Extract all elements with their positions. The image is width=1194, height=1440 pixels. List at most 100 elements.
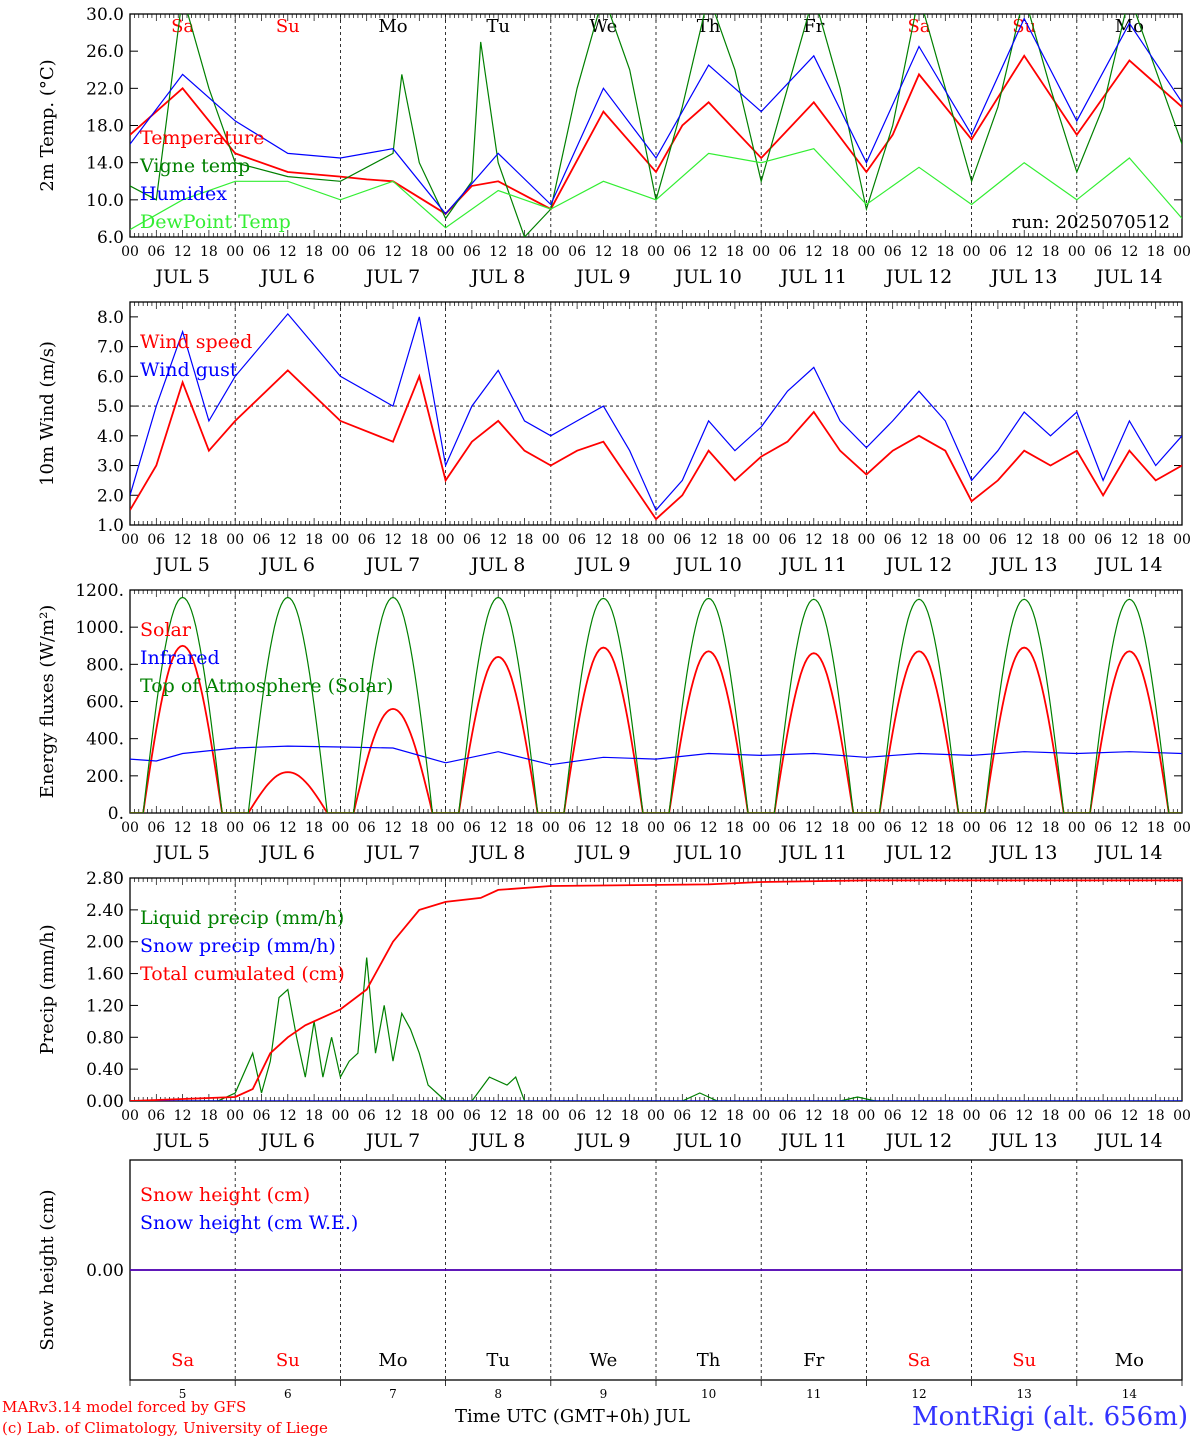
hour-tick-label: 12 [279, 820, 297, 836]
hour-tick-label: 00 [963, 532, 981, 548]
date-label: JUL 13 [989, 266, 1057, 288]
date-label: JUL 12 [884, 266, 952, 288]
y-tick-label: 1200. [75, 581, 124, 601]
day-number-label: 8 [494, 1387, 502, 1401]
y-tick-label: 5.0 [97, 397, 124, 417]
hour-tick-label: 12 [384, 1108, 402, 1124]
hour-tick-label: 06 [358, 1108, 376, 1124]
hour-tick-label: 18 [305, 532, 323, 548]
hour-tick-label: 06 [884, 244, 902, 260]
hour-tick-label: 06 [1094, 244, 1112, 260]
legend-entry: Snow height (cm W.E.) [140, 1212, 358, 1234]
hour-tick-label: 12 [174, 244, 192, 260]
hour-tick-label: 12 [384, 244, 402, 260]
y-tick-label: 200. [86, 767, 124, 787]
series-group [130, 14, 1182, 237]
hour-tick-label: 12 [594, 1108, 612, 1124]
date-label: JUL 8 [469, 554, 525, 576]
hour-tick-label: 12 [805, 532, 823, 548]
hour-tick-label: 00 [542, 532, 560, 548]
hour-tick-label: 12 [594, 820, 612, 836]
hour-tick-label: 18 [305, 244, 323, 260]
hour-tick-label: 18 [936, 1108, 954, 1124]
hour-tick-label: 18 [936, 820, 954, 836]
hour-tick-label: 06 [884, 820, 902, 836]
date-label: JUL 5 [153, 554, 209, 576]
y-tick-label: 1.0 [97, 516, 124, 536]
hour-tick-label: 12 [805, 820, 823, 836]
series-group [130, 879, 1182, 1101]
date-label: JUL 6 [259, 554, 315, 576]
hour-tick-label: 12 [1120, 820, 1138, 836]
legend-entry: Wind speed [140, 331, 252, 353]
date-label: JUL 12 [884, 842, 952, 864]
hour-tick-label: 12 [700, 532, 718, 548]
y-tick-label: 0.40 [86, 1060, 124, 1080]
date-label: JUL 5 [153, 1130, 209, 1152]
y-tick-label: 1.20 [86, 996, 124, 1016]
legend-entry: Wind gust [140, 359, 238, 381]
hour-tick-label: 06 [989, 244, 1007, 260]
y-tick-label: 4.0 [97, 427, 124, 447]
hour-tick-label: 06 [673, 820, 691, 836]
legend-entry: Total cumulated (cm) [140, 963, 345, 985]
hour-tick-label: 18 [305, 1108, 323, 1124]
hour-tick-label: 00 [437, 532, 455, 548]
day-of-week-label: Mo [1115, 16, 1144, 37]
day-of-week-label: We [590, 16, 618, 37]
hour-tick-label: 00 [857, 532, 875, 548]
legend-entry: Liquid precip (mm/h) [140, 907, 344, 929]
date-label: JUL 8 [469, 1130, 525, 1152]
hour-tick-label: 06 [147, 532, 165, 548]
hour-tick-label: 06 [779, 532, 797, 548]
hour-tick-label: 12 [594, 244, 612, 260]
hour-tick-label: 00 [752, 532, 770, 548]
y-tick-label: 1000. [75, 618, 124, 638]
hour-tick-label: 00 [1068, 1108, 1086, 1124]
y-tick-label: 0.00 [86, 1092, 124, 1112]
hour-tick-label: 18 [1042, 244, 1060, 260]
series-line-wind-gust [130, 312, 1182, 512]
station-label: MontRigi (alt. 656m) [912, 1402, 1188, 1432]
panel-wind: 00 06 12 18 00 06 12 18 00 06 12 18 00 06 12 18 00 06 12 18… [37, 301, 1191, 576]
hour-tick-label: 00 [963, 820, 981, 836]
date-label: JUL 9 [574, 266, 630, 288]
hour-tick-label: 00 [647, 1108, 665, 1124]
lab-credit: (c) Lab. of Climatology, University of L… [2, 1419, 328, 1437]
hour-tick-label: 12 [805, 244, 823, 260]
hour-tick-label: 06 [463, 1108, 481, 1124]
hour-tick-label: 06 [253, 1108, 271, 1124]
hour-tick-label: 00 [752, 244, 770, 260]
hour-tick-label: 00 [331, 1108, 349, 1124]
legend-entry: Top of Atmosphere (Solar) [140, 675, 393, 697]
legend-entry: Vigne temp [139, 155, 250, 177]
hour-tick-label: 06 [673, 1108, 691, 1124]
hour-tick-label: 18 [726, 532, 744, 548]
date-label: JUL 5 [153, 266, 209, 288]
day-number-label: 12 [911, 1387, 926, 1401]
y-tick-label: 600. [86, 693, 124, 713]
series-line-top-of-atmosphere-solar- [130, 596, 1182, 813]
y-tick-label: 800. [86, 655, 124, 675]
date-label: JUL 10 [673, 842, 741, 864]
day-number-label: 6 [284, 1387, 292, 1401]
hour-tick-label: 00 [121, 820, 139, 836]
hour-tick-label: 00 [226, 1108, 244, 1124]
series-line-solar [130, 644, 1182, 813]
hour-tick-label: 06 [358, 820, 376, 836]
hour-tick-label: 12 [489, 532, 507, 548]
hour-tick-label: 12 [910, 820, 928, 836]
legend-entry: DewPoint Temp [140, 211, 291, 233]
model-credit: MARv3.14 model forced by GFS [2, 1398, 247, 1416]
date-label: JUL 11 [779, 842, 847, 864]
hour-tick-label: 06 [1094, 820, 1112, 836]
date-label: JUL 14 [1094, 554, 1162, 576]
hour-tick-label: 00 [1068, 820, 1086, 836]
hour-tick-label: 18 [936, 244, 954, 260]
hour-tick-label: 06 [358, 532, 376, 548]
day-of-week-label: Mo [378, 1350, 407, 1371]
hour-tick-label: 00 [121, 1108, 139, 1124]
y-axis-title: Energy fluxes (W/m²) [37, 605, 58, 799]
hour-tick-label: 18 [1042, 532, 1060, 548]
